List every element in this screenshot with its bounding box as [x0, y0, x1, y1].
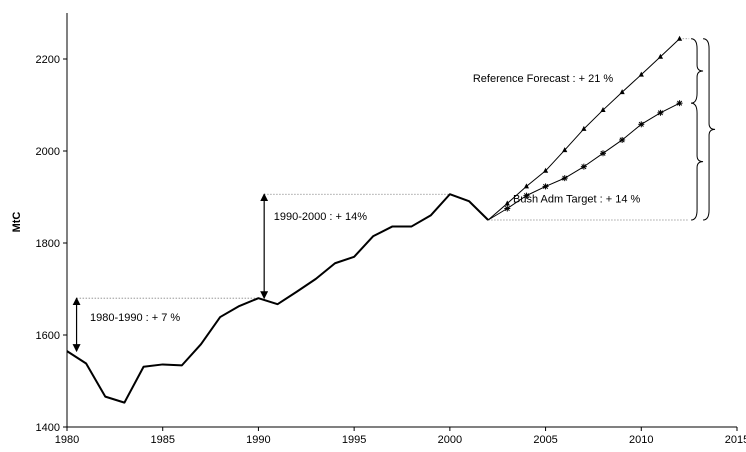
bush-target-point: [504, 205, 511, 212]
bush-target-point: [619, 136, 626, 143]
reference-forecast-point: [523, 183, 530, 189]
bush-target-point: [580, 163, 587, 170]
bush-target-point: [676, 100, 683, 107]
guide-lines: [76, 38, 690, 299]
annotation-label: 1990-2000 : + 14%: [274, 211, 367, 223]
bush-target-point: [561, 175, 568, 182]
bush-target-point: [523, 192, 530, 199]
y-tick-label: 2200: [36, 54, 60, 66]
reference-forecast-point: [562, 147, 568, 153]
bush-target-point: [657, 109, 664, 116]
brace-forecast-gap: [691, 38, 704, 104]
bush-target-point: [600, 150, 606, 157]
x-tick-label: 2010: [629, 434, 653, 446]
plot-area: [66, 35, 683, 404]
annotation-label: Bush Adm Target : + 14 %: [513, 194, 641, 206]
x-tick-label: 1985: [150, 434, 174, 446]
reference-forecast-point: [504, 200, 510, 206]
bush-target-point: [542, 183, 549, 190]
reference-forecast-point: [619, 89, 625, 95]
reference-forecast-point: [638, 71, 644, 77]
x-tick-label: 2015: [725, 434, 746, 446]
annotation-label: Reference Forecast : + 21 %: [473, 73, 614, 85]
x-tick-label: 2000: [438, 434, 462, 446]
reference-forecast-point: [657, 53, 664, 59]
bush-target-point: [638, 121, 645, 128]
reference-forecast-point: [600, 107, 606, 113]
x-tick-label: 1980: [55, 434, 79, 446]
y-axis-label: MtC: [11, 212, 23, 233]
x-tick-label: 1995: [342, 434, 366, 446]
x-tick-label: 2005: [533, 434, 557, 446]
y-tick-label: 1800: [36, 238, 60, 250]
historical-emissions-line: [66, 193, 489, 404]
reference-forecast-point: [676, 35, 683, 41]
y-tick-label: 2000: [36, 146, 60, 158]
y-tick-label: 1600: [36, 330, 60, 342]
brace-total: [703, 38, 716, 221]
annotations: 1980-1990 : + 7 % 1990-2000 : + 14% Refere…: [72, 38, 716, 353]
x-tick-label: 1990: [246, 434, 270, 446]
reference-forecast-point: [581, 125, 587, 131]
annotation-label: 1980-1990 : + 7 %: [90, 312, 180, 324]
brace-target-gap: [691, 102, 704, 221]
y-tick-label: 1400: [36, 422, 60, 434]
axes: 1400 1600 1800 2000 2200 1980 1985 1990 1995 2000…: [36, 13, 746, 446]
reference-forecast-point: [542, 167, 549, 173]
